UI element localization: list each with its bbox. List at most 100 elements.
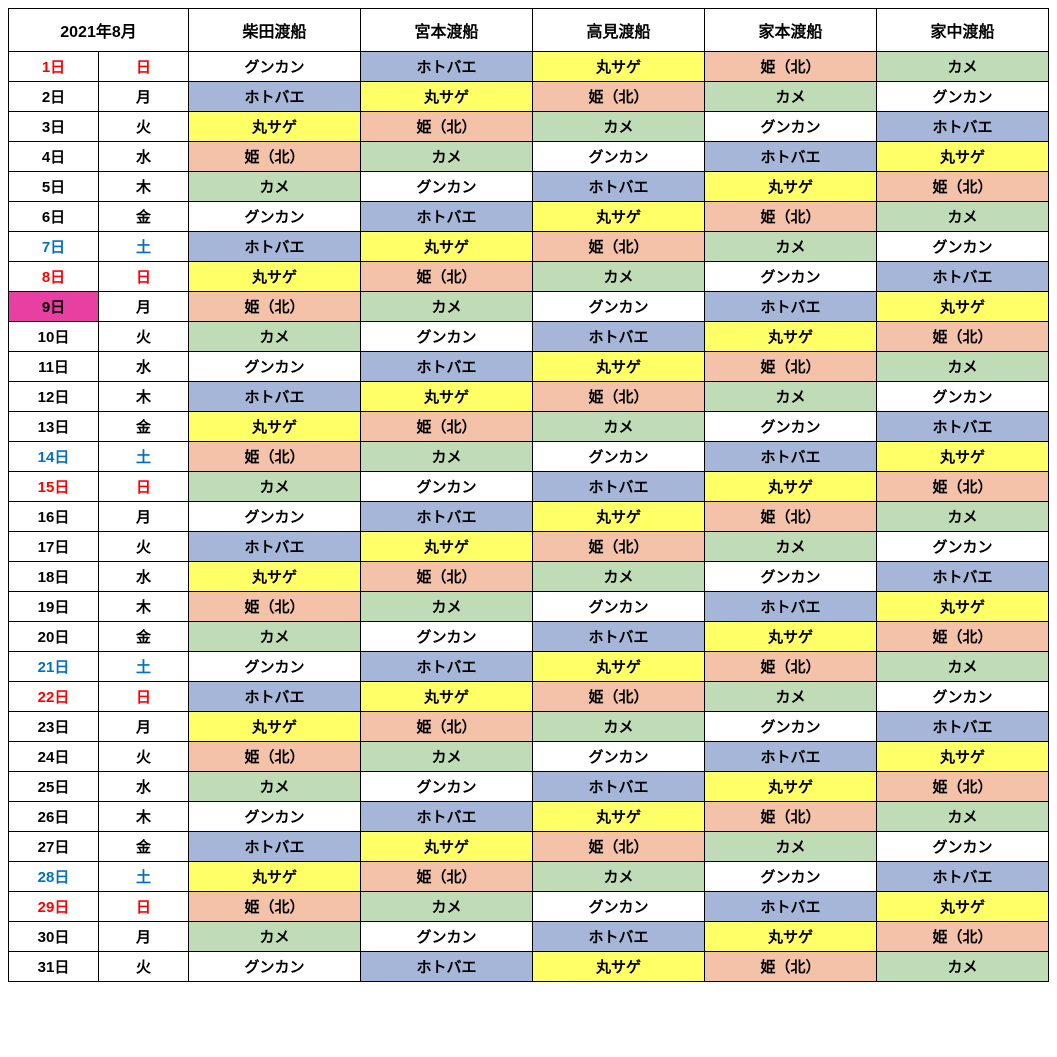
- location-cell: ホトバエ: [705, 142, 877, 172]
- location-cell: グンカン: [189, 802, 361, 832]
- table-row: 22日日ホトバエ丸サゲ姫（北）カメグンカン: [9, 682, 1049, 712]
- location-cell: 丸サゲ: [533, 652, 705, 682]
- boat-header: 柴田渡船: [189, 9, 361, 52]
- date-cell: 24日: [9, 742, 99, 772]
- date-cell: 16日: [9, 502, 99, 532]
- dow-cell: 月: [99, 292, 189, 322]
- location-cell: 姫（北）: [189, 892, 361, 922]
- date-cell: 3日: [9, 112, 99, 142]
- location-cell: 姫（北）: [361, 112, 533, 142]
- dow-cell: 土: [99, 232, 189, 262]
- table-row: 27日金ホトバエ丸サゲ姫（北）カメグンカン: [9, 832, 1049, 862]
- location-cell: ホトバエ: [533, 622, 705, 652]
- dow-cell: 金: [99, 202, 189, 232]
- date-cell: 20日: [9, 622, 99, 652]
- location-cell: 丸サゲ: [705, 472, 877, 502]
- table-row: 13日金丸サゲ姫（北）カメグンカンホトバエ: [9, 412, 1049, 442]
- location-cell: カメ: [877, 952, 1049, 982]
- location-cell: ホトバエ: [533, 922, 705, 952]
- table-row: 25日水カメグンカンホトバエ丸サゲ姫（北）: [9, 772, 1049, 802]
- location-cell: 丸サゲ: [877, 442, 1049, 472]
- location-cell: カメ: [533, 262, 705, 292]
- location-cell: カメ: [361, 142, 533, 172]
- location-cell: ホトバエ: [877, 412, 1049, 442]
- location-cell: ホトバエ: [705, 892, 877, 922]
- location-cell: 丸サゲ: [705, 172, 877, 202]
- location-cell: ホトバエ: [189, 82, 361, 112]
- location-cell: カメ: [877, 352, 1049, 382]
- location-cell: 姫（北）: [877, 172, 1049, 202]
- location-cell: 丸サゲ: [361, 382, 533, 412]
- location-cell: 丸サゲ: [533, 502, 705, 532]
- location-cell: 丸サゲ: [705, 922, 877, 952]
- dow-cell: 木: [99, 592, 189, 622]
- location-cell: 丸サゲ: [877, 892, 1049, 922]
- location-cell: グンカン: [361, 772, 533, 802]
- location-cell: カメ: [189, 772, 361, 802]
- location-cell: 姫（北）: [705, 502, 877, 532]
- date-cell: 22日: [9, 682, 99, 712]
- location-cell: 姫（北）: [189, 292, 361, 322]
- boat-header: 高見渡船: [533, 9, 705, 52]
- location-cell: カメ: [705, 682, 877, 712]
- location-cell: 丸サゲ: [361, 832, 533, 862]
- boat-header: 家中渡船: [877, 9, 1049, 52]
- date-cell: 25日: [9, 772, 99, 802]
- location-cell: カメ: [877, 652, 1049, 682]
- dow-cell: 月: [99, 712, 189, 742]
- date-cell: 19日: [9, 592, 99, 622]
- location-cell: 姫（北）: [877, 922, 1049, 952]
- dow-cell: 日: [99, 52, 189, 82]
- dow-cell: 日: [99, 892, 189, 922]
- dow-cell: 日: [99, 472, 189, 502]
- location-cell: 姫（北）: [189, 592, 361, 622]
- date-cell: 10日: [9, 322, 99, 352]
- date-cell: 4日: [9, 142, 99, 172]
- location-cell: 丸サゲ: [533, 802, 705, 832]
- location-cell: ホトバエ: [361, 352, 533, 382]
- location-cell: 丸サゲ: [533, 202, 705, 232]
- dow-cell: 水: [99, 352, 189, 382]
- location-cell: ホトバエ: [189, 682, 361, 712]
- date-cell: 7日: [9, 232, 99, 262]
- location-cell: 姫（北）: [533, 682, 705, 712]
- location-cell: カメ: [877, 502, 1049, 532]
- table-row: 8日日丸サゲ姫（北）カメグンカンホトバエ: [9, 262, 1049, 292]
- dow-cell: 月: [99, 922, 189, 952]
- location-cell: グンカン: [877, 832, 1049, 862]
- date-cell: 31日: [9, 952, 99, 982]
- location-cell: カメ: [361, 442, 533, 472]
- location-cell: 姫（北）: [533, 382, 705, 412]
- location-cell: 姫（北）: [705, 652, 877, 682]
- date-cell: 6日: [9, 202, 99, 232]
- location-cell: グンカン: [189, 502, 361, 532]
- location-cell: ホトバエ: [705, 742, 877, 772]
- location-cell: 丸サゲ: [361, 232, 533, 262]
- table-row: 10日火カメグンカンホトバエ丸サゲ姫（北）: [9, 322, 1049, 352]
- location-cell: カメ: [705, 232, 877, 262]
- date-cell: 26日: [9, 802, 99, 832]
- dow-cell: 木: [99, 802, 189, 832]
- location-cell: グンカン: [189, 652, 361, 682]
- dow-cell: 火: [99, 322, 189, 352]
- date-cell: 11日: [9, 352, 99, 382]
- table-row: 31日火グンカンホトバエ丸サゲ姫（北）カメ: [9, 952, 1049, 982]
- date-cell: 27日: [9, 832, 99, 862]
- location-cell: 姫（北）: [533, 532, 705, 562]
- dow-cell: 火: [99, 112, 189, 142]
- table-row: 7日土ホトバエ丸サゲ姫（北）カメグンカン: [9, 232, 1049, 262]
- location-cell: カメ: [705, 82, 877, 112]
- location-cell: カメ: [189, 622, 361, 652]
- location-cell: グンカン: [877, 382, 1049, 412]
- dow-cell: 水: [99, 142, 189, 172]
- location-cell: 姫（北）: [361, 712, 533, 742]
- location-cell: ホトバエ: [361, 802, 533, 832]
- table-row: 5日木カメグンカンホトバエ丸サゲ姫（北）: [9, 172, 1049, 202]
- table-row: 20日金カメグンカンホトバエ丸サゲ姫（北）: [9, 622, 1049, 652]
- date-cell: 2日: [9, 82, 99, 112]
- location-cell: カメ: [877, 202, 1049, 232]
- location-cell: グンカン: [533, 442, 705, 472]
- date-cell: 28日: [9, 862, 99, 892]
- location-cell: 丸サゲ: [189, 412, 361, 442]
- date-cell: 29日: [9, 892, 99, 922]
